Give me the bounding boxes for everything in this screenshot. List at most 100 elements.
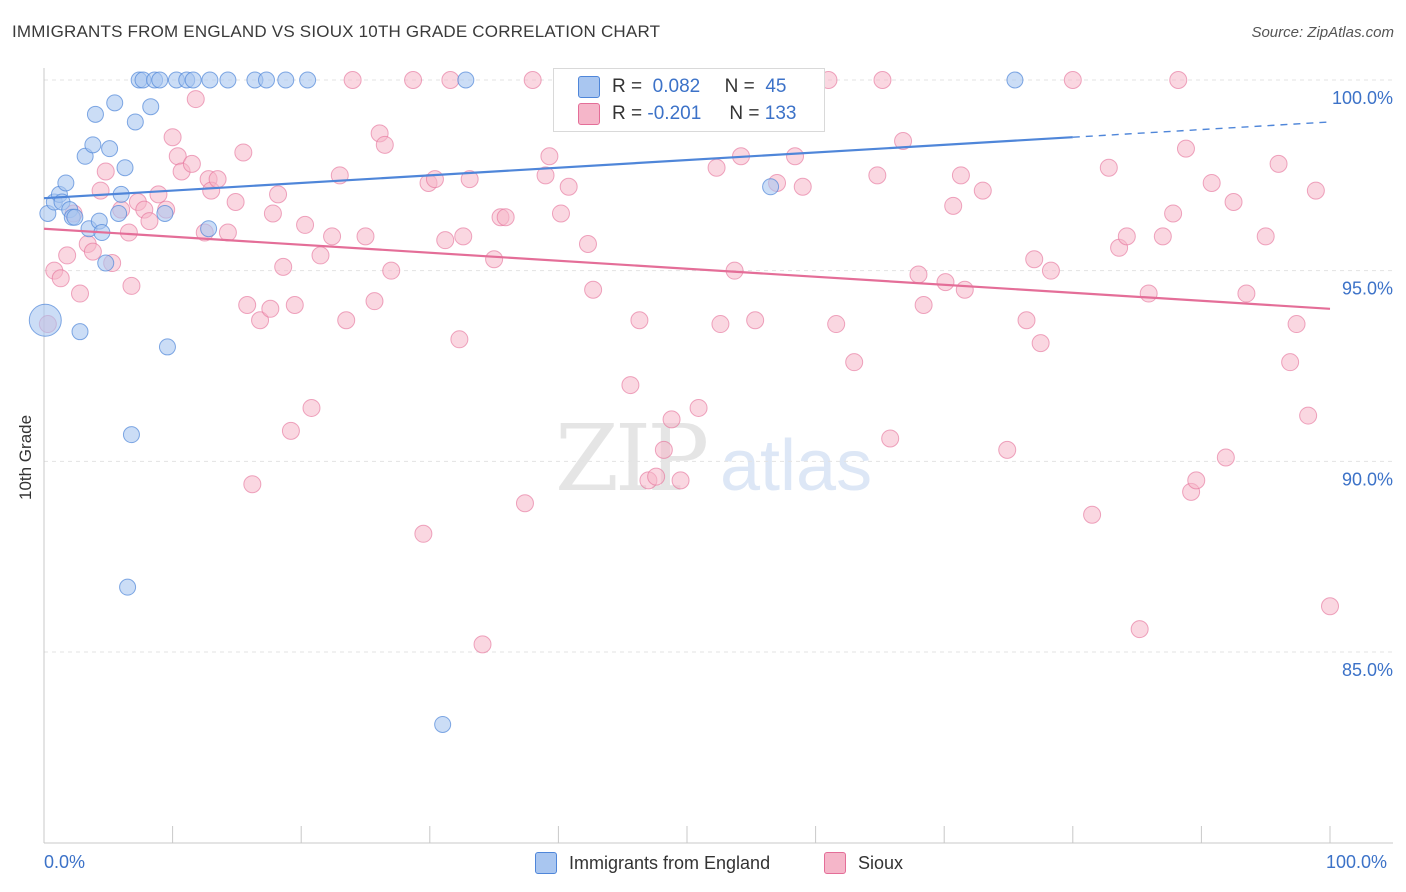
sioux-point [584,280,603,299]
sioux-point [343,71,362,89]
sioux-point [1025,250,1044,269]
england-trendline [43,136,1073,200]
england-point [762,178,780,196]
sioux-point [269,185,288,204]
sioux-point [91,181,110,200]
england-point [66,208,84,226]
legend-row-sioux: R = -0.201 N = 133 [578,102,796,126]
sioux-point [1256,227,1275,246]
sioux-point [1287,315,1306,334]
england-point [101,140,119,158]
sioux-point [1099,158,1118,177]
england-point [126,113,144,131]
sioux-point [827,315,846,334]
sioux-point [261,299,280,318]
england-point [106,94,124,112]
sioux-point [845,353,864,372]
sioux-point [1130,620,1149,639]
x-tick-label-max: 100.0% [1326,852,1388,872]
sioux-point [689,398,708,417]
sioux-point [182,154,201,173]
sioux-point [515,494,534,513]
sioux-point [285,295,304,314]
sioux-point [296,215,315,234]
x-tick-label-min: 0.0% [44,852,86,872]
england-trendline-extension [1072,121,1331,138]
sioux-point [414,524,433,543]
sioux-point [559,177,578,196]
sioux-point [460,170,479,189]
bottom-legend-sioux-label: Sioux [858,852,904,873]
sioux-point [1216,448,1235,467]
england-point [116,159,134,177]
england-point [434,715,452,733]
sioux-point [1202,173,1221,192]
sioux-point [662,410,681,429]
england-point [1006,71,1024,89]
england-point [84,136,102,154]
sioux-point [647,467,666,486]
sioux-point [122,276,141,295]
bottom-legend-england: Immigrants from England [535,852,770,874]
sioux-point [881,429,900,448]
sioux-point [936,273,955,292]
sioux-point [578,234,597,253]
sioux-point [630,311,649,330]
sioux-trendline [43,227,1331,310]
england-point [201,71,219,89]
watermark-zip: ZIP [555,405,709,512]
sioux-point [274,257,293,276]
sioux-point [1117,227,1136,246]
sioux-point [1281,353,1300,372]
england-point [119,578,137,596]
sioux-point [226,193,245,212]
england-point [28,303,62,337]
y-axis-label: 10th Grade [16,414,35,500]
sioux-point [1153,227,1172,246]
sioux-point [1321,597,1339,616]
legend-r-value: 0.082 [652,76,701,97]
y-tick-label: 90.0% [1342,469,1393,489]
legend-n-label: N = [724,76,755,97]
sioux-point [496,208,515,227]
legend-swatch-sioux [578,103,600,125]
sioux-point [450,330,469,349]
sioux-point [218,223,237,242]
sioux-point [208,170,227,189]
watermark-atlas: atlas [720,426,873,506]
sioux-point [485,250,504,269]
bottom-swatch-sioux [824,852,846,874]
bottom-swatch-england [535,852,557,874]
sioux-point [149,185,168,204]
sioux-point [186,90,205,109]
england-point [200,220,218,238]
england-point [257,71,275,89]
sioux-point [1306,181,1325,200]
sioux-point [311,246,330,265]
england-point [110,204,128,222]
sioux-point [973,181,992,200]
bottom-legend-sioux: Sioux [824,852,903,874]
sioux-point [873,71,892,89]
england-point [86,105,104,123]
y-tick-label: 95.0% [1342,279,1393,299]
y-tick-label: 85.0% [1342,660,1393,680]
sioux-point [238,295,257,314]
sioux-point [1299,406,1318,425]
sioux-point [140,212,159,231]
sioux-point [536,166,555,185]
sioux-point [96,162,115,181]
sioux-point [894,132,913,151]
sioux-point [1139,284,1158,303]
legend-r-value: -0.201 [647,103,702,124]
sioux-point [1176,139,1195,158]
england-point [156,204,174,222]
legend-n-value: 133 [764,103,797,124]
sioux-point [711,315,730,334]
sioux-point [404,71,423,89]
sioux-point [914,295,933,314]
chart-source: Source: ZipAtlas.com [1251,24,1394,41]
sioux-point [1017,311,1036,330]
bottom-legend-england-label: Immigrants from England [569,852,771,873]
